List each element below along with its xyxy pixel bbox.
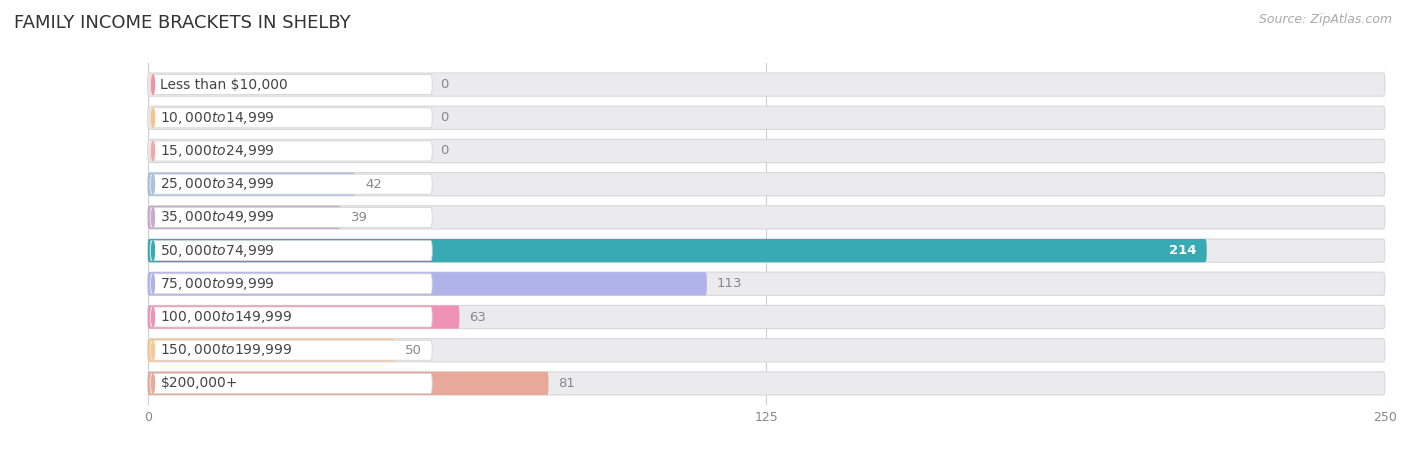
Text: 214: 214 (1170, 244, 1197, 257)
FancyBboxPatch shape (150, 340, 432, 360)
FancyBboxPatch shape (148, 372, 1385, 395)
Text: 0: 0 (440, 111, 449, 124)
Text: 0: 0 (440, 144, 449, 158)
Text: 0: 0 (440, 78, 449, 91)
FancyBboxPatch shape (148, 172, 1385, 196)
FancyBboxPatch shape (148, 338, 1385, 362)
Text: $15,000 to $24,999: $15,000 to $24,999 (160, 143, 276, 159)
FancyBboxPatch shape (148, 272, 707, 296)
Text: $100,000 to $149,999: $100,000 to $149,999 (160, 309, 292, 325)
FancyBboxPatch shape (148, 140, 1385, 162)
FancyBboxPatch shape (148, 306, 1385, 328)
FancyBboxPatch shape (150, 274, 432, 294)
FancyBboxPatch shape (148, 306, 460, 328)
FancyBboxPatch shape (148, 272, 1385, 296)
Text: 63: 63 (470, 310, 486, 324)
Circle shape (152, 241, 155, 260)
Text: $50,000 to $74,999: $50,000 to $74,999 (160, 243, 276, 259)
FancyBboxPatch shape (148, 239, 1385, 262)
FancyBboxPatch shape (148, 206, 1385, 229)
Text: $75,000 to $99,999: $75,000 to $99,999 (160, 276, 276, 292)
Circle shape (152, 307, 155, 327)
FancyBboxPatch shape (148, 239, 1206, 262)
FancyBboxPatch shape (148, 73, 1385, 96)
Circle shape (152, 374, 155, 393)
Text: $25,000 to $34,999: $25,000 to $34,999 (160, 176, 276, 192)
Circle shape (152, 141, 155, 161)
FancyBboxPatch shape (148, 206, 340, 229)
FancyBboxPatch shape (150, 241, 432, 261)
Text: $35,000 to $49,999: $35,000 to $49,999 (160, 209, 276, 225)
Text: FAMILY INCOME BRACKETS IN SHELBY: FAMILY INCOME BRACKETS IN SHELBY (14, 14, 350, 32)
Circle shape (152, 341, 155, 360)
Text: Less than $10,000: Less than $10,000 (160, 77, 288, 92)
Text: 81: 81 (558, 377, 575, 390)
Text: 113: 113 (717, 277, 742, 290)
FancyBboxPatch shape (148, 172, 356, 196)
FancyBboxPatch shape (150, 307, 432, 327)
Circle shape (152, 274, 155, 293)
FancyBboxPatch shape (150, 207, 432, 227)
FancyBboxPatch shape (150, 141, 432, 161)
Circle shape (152, 108, 155, 127)
FancyBboxPatch shape (150, 75, 432, 94)
Text: $10,000 to $14,999: $10,000 to $14,999 (160, 110, 276, 126)
FancyBboxPatch shape (148, 372, 548, 395)
Circle shape (152, 175, 155, 194)
Text: 42: 42 (366, 178, 382, 191)
Text: Source: ZipAtlas.com: Source: ZipAtlas.com (1258, 14, 1392, 27)
Text: 39: 39 (350, 211, 367, 224)
Circle shape (152, 208, 155, 227)
Text: $200,000+: $200,000+ (160, 376, 238, 391)
FancyBboxPatch shape (150, 108, 432, 128)
Text: $150,000 to $199,999: $150,000 to $199,999 (160, 342, 292, 358)
FancyBboxPatch shape (150, 174, 432, 194)
FancyBboxPatch shape (148, 106, 1385, 130)
Text: 50: 50 (405, 344, 422, 357)
FancyBboxPatch shape (150, 374, 432, 393)
Circle shape (152, 75, 155, 94)
FancyBboxPatch shape (148, 338, 395, 362)
